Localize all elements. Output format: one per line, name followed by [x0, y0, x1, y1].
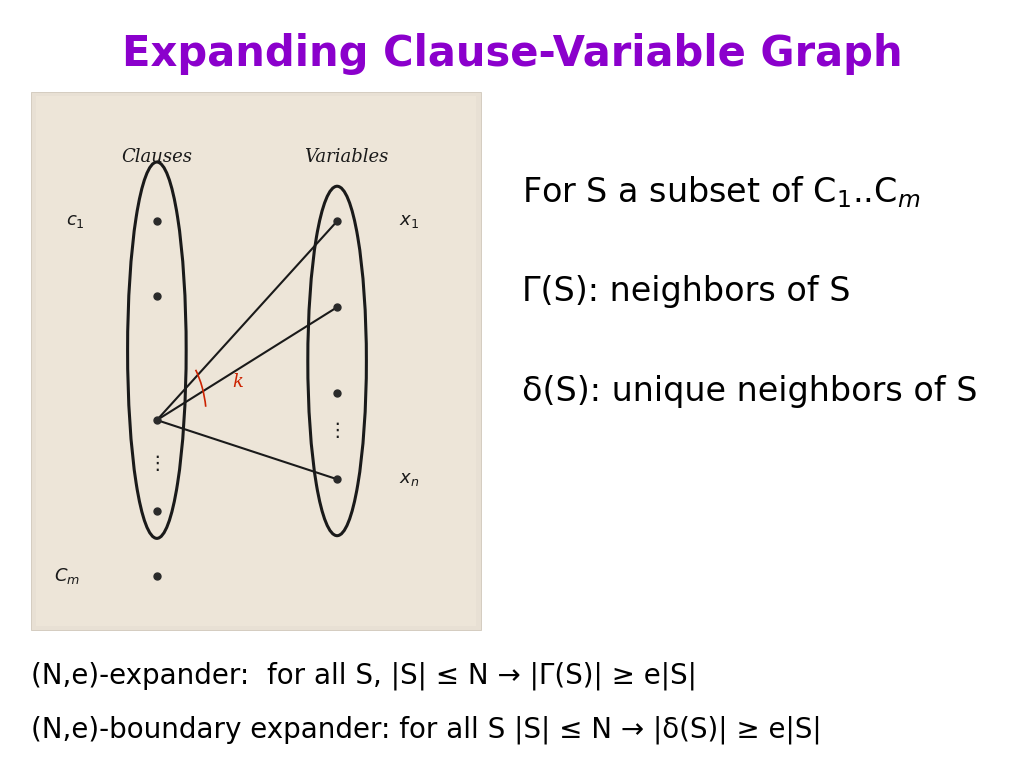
FancyBboxPatch shape [36, 96, 476, 626]
Text: ⋮: ⋮ [328, 422, 347, 440]
Text: Γ(S): neighbors of S: Γ(S): neighbors of S [522, 276, 851, 308]
Text: Clauses: Clauses [122, 147, 193, 166]
Text: ⋮: ⋮ [147, 454, 167, 472]
Text: Expanding Clause-Variable Graph: Expanding Clause-Variable Graph [122, 33, 902, 74]
Text: $x_1$: $x_1$ [399, 212, 419, 230]
Text: k: k [232, 373, 244, 392]
Text: For S a subset of C$_1$..C$_m$: For S a subset of C$_1$..C$_m$ [522, 174, 921, 210]
Text: δ(S): unique neighbors of S: δ(S): unique neighbors of S [522, 376, 978, 408]
Text: $C_m$: $C_m$ [54, 566, 80, 586]
FancyBboxPatch shape [31, 92, 481, 630]
Text: (N,e)-boundary expander: for all S |S| ≤ N → |δ(S)| ≥ e|S|: (N,e)-boundary expander: for all S |S| ≤… [31, 715, 821, 744]
Text: Variables: Variables [304, 147, 388, 166]
Text: $c_1$: $c_1$ [67, 212, 85, 230]
Text: (N,e)-expander:  for all S, |S| ≤ N → |Γ(S)| ≥ e|S|: (N,e)-expander: for all S, |S| ≤ N → |Γ(… [31, 661, 696, 690]
Text: $x_n$: $x_n$ [399, 470, 419, 488]
